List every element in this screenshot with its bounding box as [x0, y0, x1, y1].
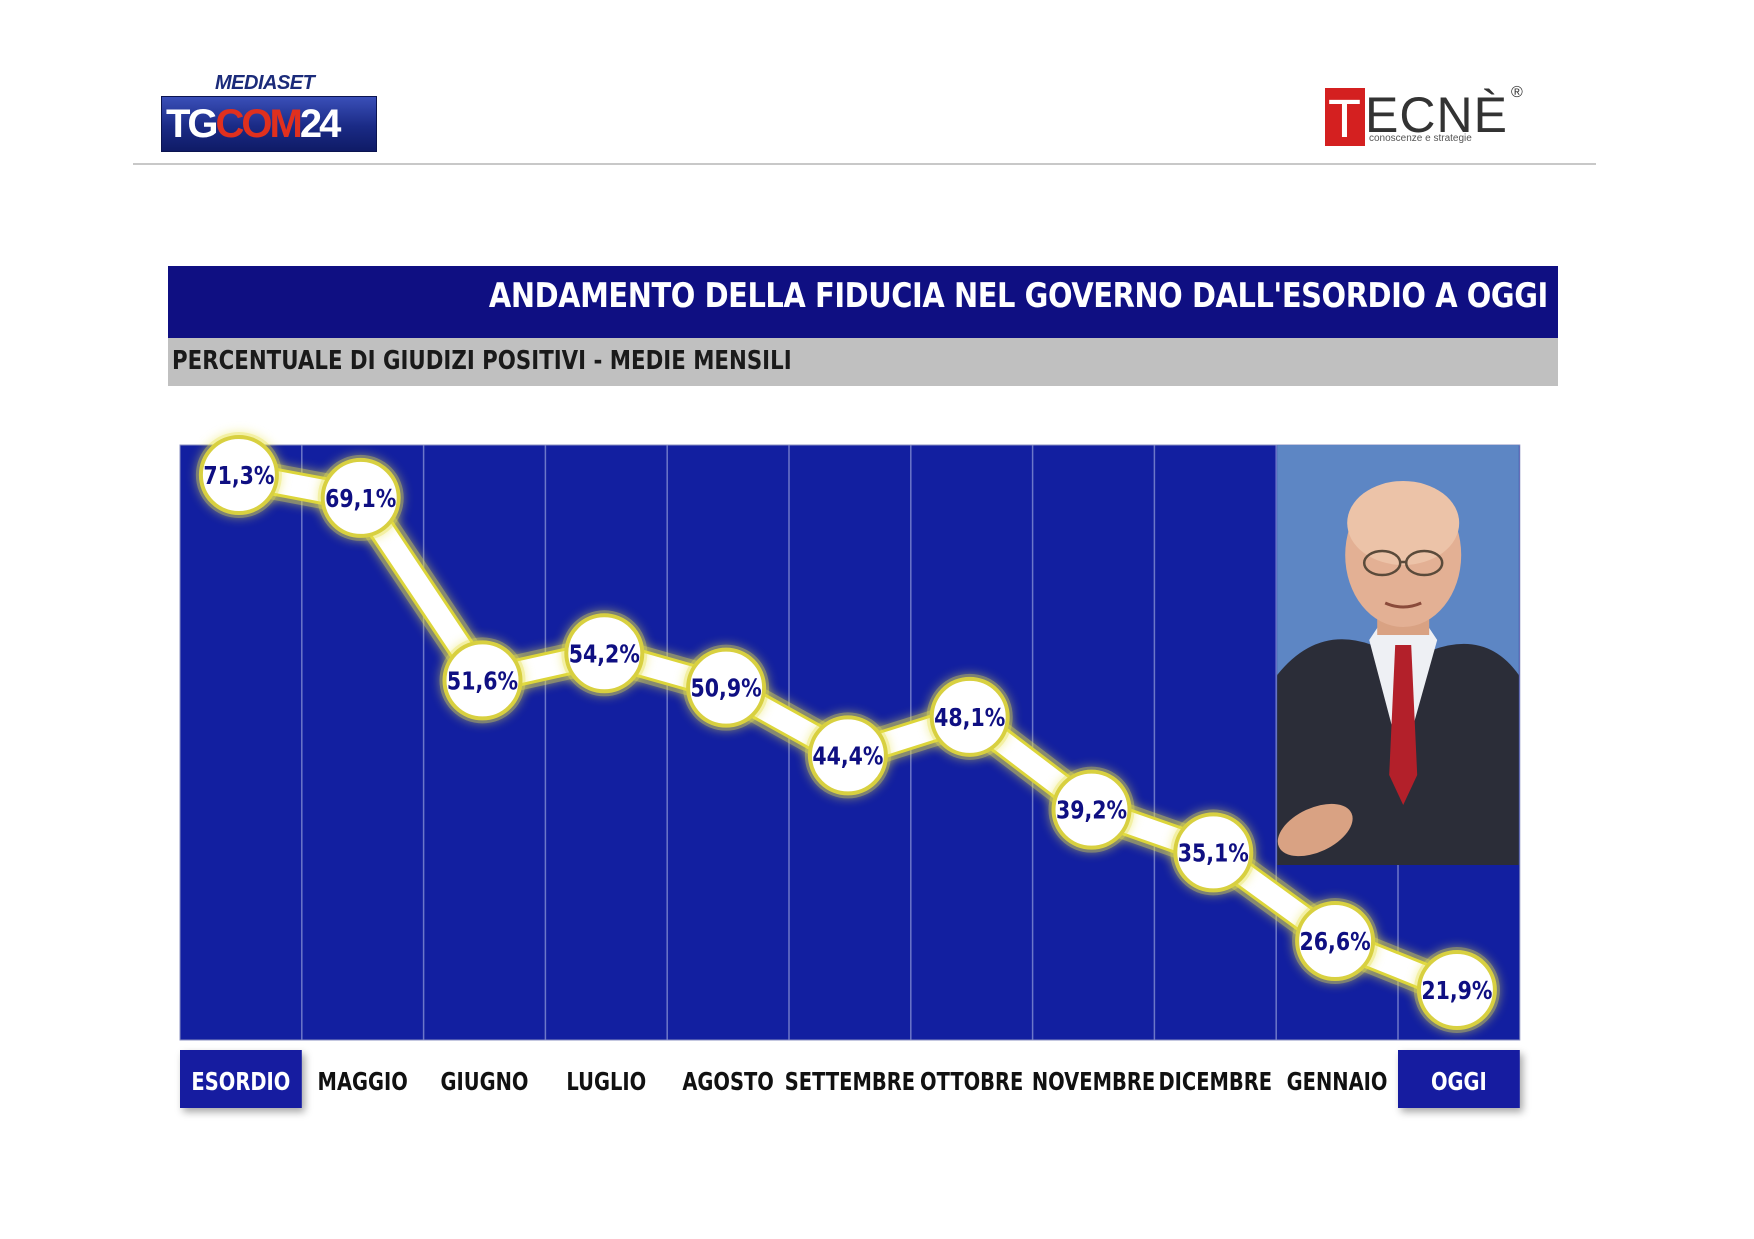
category-label-giugno: GIUGNO: [441, 1068, 529, 1097]
data-point-5: [686, 647, 767, 728]
data-point-1: [198, 435, 279, 515]
data-label-5: 50,9%: [691, 675, 762, 703]
chart-column-9: [1154, 445, 1277, 1040]
category-label-dicembre: DICEMBRE: [1158, 1068, 1272, 1097]
portrait-mouth: [1384, 601, 1422, 609]
data-point-2: [320, 457, 401, 538]
category-label-agosto: AGOSTO: [682, 1068, 774, 1097]
header-divider: [133, 163, 1596, 165]
category-highlight-oggi: [1398, 1050, 1520, 1108]
category-label-novembre: NOVEMBRE: [1032, 1068, 1155, 1097]
portrait-photo: [1277, 445, 1519, 865]
data-point-10: [1295, 901, 1376, 982]
data-point-3: [442, 640, 523, 721]
data-point-11: [1416, 950, 1497, 1030]
data-point-8: [1051, 769, 1132, 850]
data-label-8: 39,2%: [1056, 797, 1127, 825]
chart-column-3: [423, 445, 546, 1040]
chart-column-1: [180, 445, 302, 1040]
x-axis-labels: ESORDIO MAGGIO GIUGNO LUGLIO AGOSTO SETTEMBRE…: [180, 1050, 1520, 1108]
chart-title-bar: ANDAMENTO DELLA FIDUCIA NEL GOVERNO DALL…: [168, 266, 1558, 338]
chart-subtitle-bar: PERCENTUALE DI GIUDIZI POSITIVI - MEDIE …: [168, 338, 1558, 386]
chart-column-8: [1032, 445, 1155, 1040]
tecne-logo-initial: T: [1328, 89, 1361, 149]
category-label-ottobre: OTTOBRE: [920, 1068, 1023, 1097]
tecne-logo-text: ECNÈ: [1365, 87, 1508, 143]
data-label-9: 35,1%: [1178, 840, 1249, 868]
data-label-4: 54,2%: [569, 640, 640, 668]
category-label-esordio: ESORDIO: [191, 1068, 290, 1097]
category-label-gennaio: GENNAIO: [1287, 1068, 1388, 1097]
portrait-forehead: [1347, 481, 1460, 565]
portrait-hand: [1277, 803, 1353, 857]
mediaset-logo-text: MEDIASET: [215, 72, 315, 94]
category-label-oggi: OGGI: [1431, 1068, 1487, 1097]
tgcom24-logo-box: TGCOM24: [161, 96, 377, 152]
tgcom24-logo: MEDIASET TGCOM24: [160, 72, 380, 154]
category-highlight-esordio: [180, 1050, 302, 1108]
category-label-maggio: MAGGIO: [318, 1068, 408, 1097]
data-label-10: 26,6%: [1300, 928, 1371, 956]
data-label-2: 69,1%: [325, 485, 396, 513]
tecne-logo-mark: T: [1325, 88, 1365, 149]
plot-frame: [179, 444, 1521, 1041]
data-label-11: 21,9%: [1421, 977, 1492, 1005]
tecne-logo-registered: ®: [1511, 84, 1523, 101]
data-point-9: [1173, 812, 1254, 893]
data-label-1: 71,3%: [203, 462, 274, 490]
category-label-luglio: LUGLIO: [566, 1068, 646, 1097]
data-label-3: 51,6%: [447, 668, 518, 696]
data-point-6: [807, 715, 888, 796]
chart-column-5: [667, 445, 789, 1040]
data-points: 71,3% 69,1% 51,6% 54,2% 50,9% 44,4% 48,1% 39,2%…: [195, 432, 1500, 1033]
data-point-4: [564, 613, 645, 694]
portrait-tie: [1389, 645, 1418, 805]
data-label-6: 44,4%: [812, 743, 883, 771]
chart-column-4: [545, 445, 668, 1040]
data-label-7: 48,1%: [934, 704, 1005, 732]
data-point-7: [929, 676, 1010, 757]
chart-title: ANDAMENTO DELLA FIDUCIA NEL GOVERNO DALL…: [489, 276, 1548, 316]
tecne-logo-tagline: conoscenze e strategie: [1369, 133, 1472, 144]
tgcom24-logo-text: TGCOM24: [166, 102, 341, 146]
chart-subtitle: PERCENTUALE DI GIUDIZI POSITIVI - MEDIE …: [172, 346, 792, 376]
tecne-logo: T ECNÈ ® conoscenze e strategie: [1325, 80, 1525, 150]
category-label-settembre: SETTEMBRE: [785, 1068, 915, 1097]
